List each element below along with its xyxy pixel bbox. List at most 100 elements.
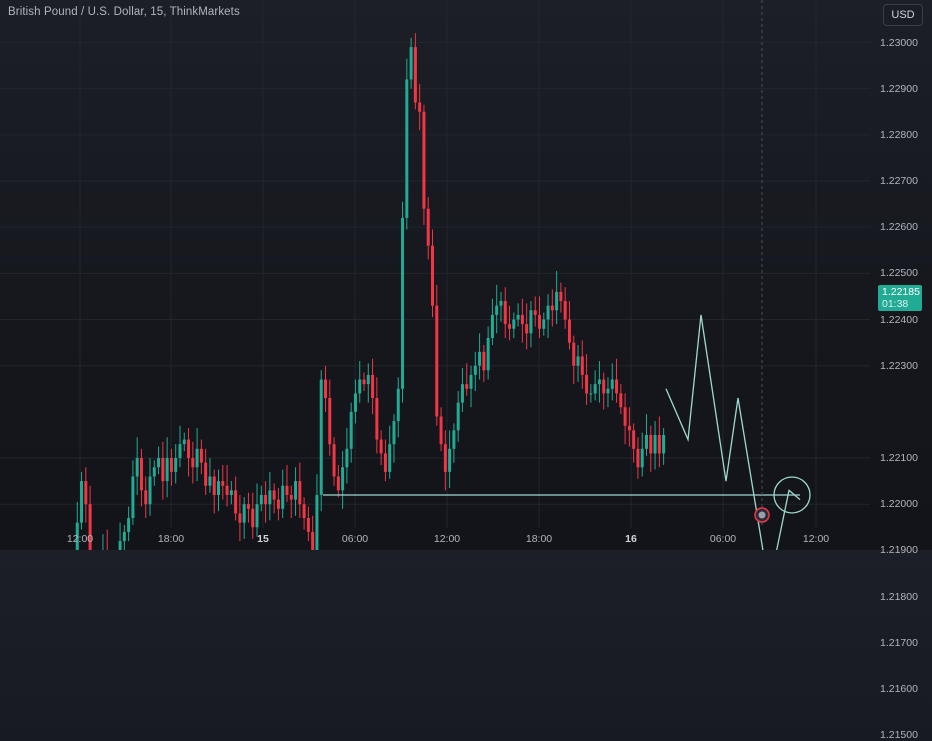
candle-up [366,374,370,385]
candle-down [212,476,216,495]
candle-down [187,439,191,459]
candle-up [152,467,156,477]
candle-up [75,522,79,550]
candle-up [242,504,246,523]
candle-down [332,444,336,477]
candle-up [165,458,169,482]
price-tick-label: 1.22600 [880,221,918,234]
candle-up [178,444,182,459]
candle-down [439,416,443,445]
candle-down [251,508,255,528]
candle-up [353,393,357,412]
candle-up [358,379,362,394]
candle-down [623,407,627,426]
projected-path-line [665,314,801,550]
candle-down [306,518,310,532]
candle-down [336,476,340,491]
candle-down [443,444,447,472]
candle-up [597,379,601,385]
candle-down [636,448,640,468]
candle-up [268,490,272,505]
candle-up [217,481,220,495]
candle-down [602,379,606,394]
candle-up [405,79,409,218]
candle-up [516,314,520,320]
time-tick-label: 06:00 [341,533,369,545]
candle-up [593,384,597,394]
candle-down [482,351,486,371]
candle-down [311,531,315,550]
candle-down [418,102,422,112]
candle-down [328,398,332,445]
candle-up [135,458,139,477]
candle-down [324,379,327,399]
candle-down [383,453,387,472]
candle-down [632,430,636,449]
candle-down [508,324,512,329]
price-tick-label: 1.22400 [880,313,918,326]
time-tick-label: 12:00 [802,533,830,545]
currency-button[interactable]: USD [883,4,923,26]
trendline-drawings [323,0,811,550]
candle-down [375,398,379,440]
candle-down [619,393,623,408]
candle-up [319,379,323,495]
candle-down [422,111,426,209]
candle-up [409,47,413,80]
price-tick-label: 1.22500 [880,267,918,280]
candle-down [413,47,417,103]
candle-down [238,513,242,523]
price-tick-label: 1.21900 [880,544,918,557]
candle-up [229,490,233,495]
candle-down [204,462,208,486]
candle-down [272,490,276,500]
candle-up [542,319,546,329]
candle-down [285,485,289,495]
candle-up [606,388,610,394]
candle-down [298,481,302,505]
candle-down [559,291,563,302]
symbol-legend[interactable]: British Pound / U.S. Dollar, 15, ThinkMa… [8,6,240,18]
candle-up [157,458,161,468]
price-chart[interactable] [0,0,932,550]
price-tick-label: 1.22700 [880,175,918,187]
candle-up [388,444,392,472]
candle-up [80,481,84,523]
candle-up [208,476,212,486]
candle-up [182,439,186,445]
candle-down [580,356,584,375]
time-tick-label: 15 [257,533,269,545]
candle-down [585,374,589,394]
candle-up [512,319,516,329]
candle-up [456,402,460,431]
candle-up [610,379,614,389]
candle-down [657,434,661,454]
candle-down [169,458,173,472]
candle-up [653,434,657,454]
candle-down [379,439,383,454]
candle-up [490,314,494,338]
time-tick-label: 18:00 [157,533,185,545]
candlestick-series [75,33,666,550]
candle-down [302,504,306,519]
time-tick-label: 12:00 [433,533,461,545]
price-tick-label: 1.21600 [880,682,918,695]
candle-down [144,490,148,505]
candle-up [148,476,152,505]
event-marker-dot [758,511,766,519]
candle-up [341,467,345,491]
candle-up [589,393,593,395]
candle-down [563,301,567,320]
candle-down [431,245,434,306]
candle-up [401,217,405,389]
price-tick-label: 1.21800 [880,590,918,603]
price-tick-label: 1.22900 [880,82,918,95]
candle-down [572,342,576,366]
candle-up [294,481,298,500]
candle-up [473,365,477,375]
bar-countdown: 01:38 [882,298,909,310]
chart-grid [0,0,870,550]
candle-down [161,458,165,482]
candle-up [122,531,126,542]
candle-up [495,305,499,315]
